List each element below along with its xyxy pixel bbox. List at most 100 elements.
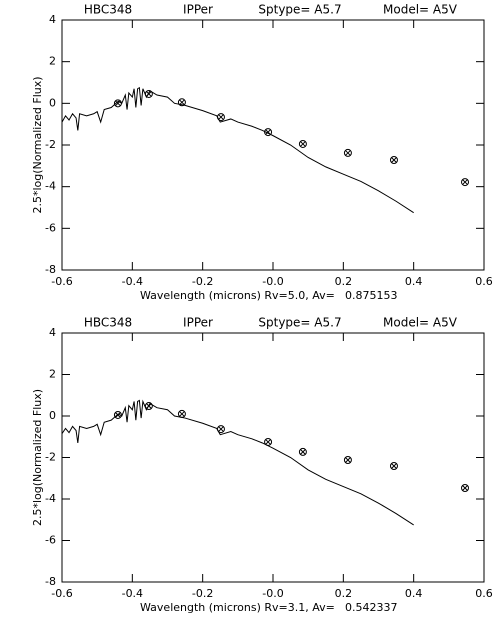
plot-frame (61, 332, 485, 583)
point-cross (391, 157, 397, 163)
point-cross (115, 100, 121, 107)
x-tick-label: -0.6 (51, 587, 72, 600)
y-tick-label: -6 (45, 534, 56, 547)
point-cross (265, 439, 271, 445)
point-cross (146, 91, 152, 97)
point-cross (265, 129, 271, 135)
point-circle (264, 128, 273, 137)
x-tick-label: 0.4 (405, 275, 423, 288)
data-point (144, 89, 153, 98)
title-part: Model= A5V (383, 316, 458, 330)
x-tick-label: 0.6 (475, 275, 493, 288)
title-part: HBC348 (84, 316, 132, 330)
point-cross (300, 449, 306, 455)
x-tick-label: -0.4 (122, 587, 143, 600)
x-tick-label: -0.2 (192, 587, 213, 600)
point-cross (391, 463, 397, 469)
data-point (216, 425, 225, 434)
y-tick-label: -8 (45, 263, 56, 276)
x-axis-label: Wavelength (microns) Rv=3.1, Av= (140, 601, 335, 614)
av-value: 0.542337 (345, 601, 398, 614)
point-cross (218, 114, 224, 120)
point-circle (298, 139, 307, 148)
point-cross (179, 99, 185, 106)
panel: HBC348 IPPer Sptype= A5.7 Model= A5V Wavelen… (31, 316, 493, 615)
y-tick-label: -4 (45, 180, 56, 193)
x-tick-label: 0.2 (335, 587, 353, 600)
point-cross (300, 141, 306, 147)
x-tick-label: 0.4 (405, 587, 423, 600)
point-cross (462, 179, 468, 185)
point-cross (345, 150, 351, 156)
y-tick-label: 0 (49, 409, 56, 422)
point-circle (144, 402, 153, 411)
point-circle (144, 89, 153, 98)
title-part: HBC348 (84, 3, 132, 17)
data-point (177, 98, 186, 107)
x-tick-label: -0.6 (51, 275, 72, 288)
data-point (216, 113, 225, 122)
point-cross (462, 485, 468, 491)
point-circle (113, 99, 122, 108)
panel: HBC348 IPPer Sptype= A5.7 Model= A5V Wavelen… (31, 3, 493, 303)
model-line (61, 399, 414, 526)
av-value: 0.875153 (345, 289, 398, 302)
x-tick-label: -0.2 (192, 275, 213, 288)
data-point (298, 139, 307, 148)
title-part: Sptype= A5.7 (258, 316, 341, 330)
x-tick-label: 0.2 (335, 275, 353, 288)
data-point (144, 402, 153, 411)
point-cross (345, 457, 351, 463)
y-tick-label: -6 (45, 221, 56, 234)
y-tick-label: 0 (49, 96, 56, 109)
data-point (461, 178, 470, 187)
point-circle (177, 98, 186, 107)
data-point (298, 447, 307, 456)
data-point (343, 148, 352, 157)
title-part: Sptype= A5.7 (258, 3, 341, 17)
point-circle (264, 437, 273, 446)
data-point (177, 409, 186, 418)
y-tick-label: -4 (45, 492, 56, 505)
plot-frame (61, 19, 485, 271)
point-circle (389, 156, 398, 164)
y-tick-label: 4 (49, 326, 56, 339)
data-point (461, 484, 470, 493)
point-circle (216, 425, 225, 434)
x-tick-label: 0.6 (475, 587, 493, 600)
data-point (113, 410, 122, 419)
y-tick-label: -2 (45, 138, 56, 151)
title-part: Model= A5V (383, 3, 458, 17)
y-tick-label: -2 (45, 451, 56, 464)
model-line (61, 86, 414, 214)
point-cross (179, 411, 185, 417)
data-point (264, 128, 273, 137)
point-cross (218, 426, 224, 432)
point-circle (343, 455, 352, 464)
y-tick-label: -8 (45, 575, 56, 588)
y-axis-label: 2.5*log(Normalized Flux) (31, 76, 44, 213)
data-point (343, 455, 352, 464)
x-axis-label: Wavelength (microns) Rv=5.0, Av= (140, 289, 335, 302)
x-tick-label: -0.0 (262, 275, 283, 288)
point-cross (146, 403, 152, 409)
title-part: IPPer (183, 3, 213, 17)
point-circle (343, 148, 352, 157)
y-axis-label: 2.5*log(Normalized Flux) (31, 389, 44, 526)
data-point (113, 99, 122, 108)
data-point (389, 156, 398, 164)
data-point (264, 437, 273, 446)
point-circle (216, 113, 225, 122)
point-circle (298, 447, 307, 456)
point-circle (389, 462, 398, 471)
point-circle (177, 409, 186, 418)
y-tick-label: 2 (49, 368, 56, 381)
point-circle (461, 178, 470, 187)
point-circle (461, 484, 470, 493)
x-tick-label: -0.0 (262, 587, 283, 600)
y-tick-label: 2 (49, 55, 56, 68)
point-circle (113, 410, 122, 419)
data-point (389, 462, 398, 471)
title-part: IPPer (183, 316, 213, 330)
